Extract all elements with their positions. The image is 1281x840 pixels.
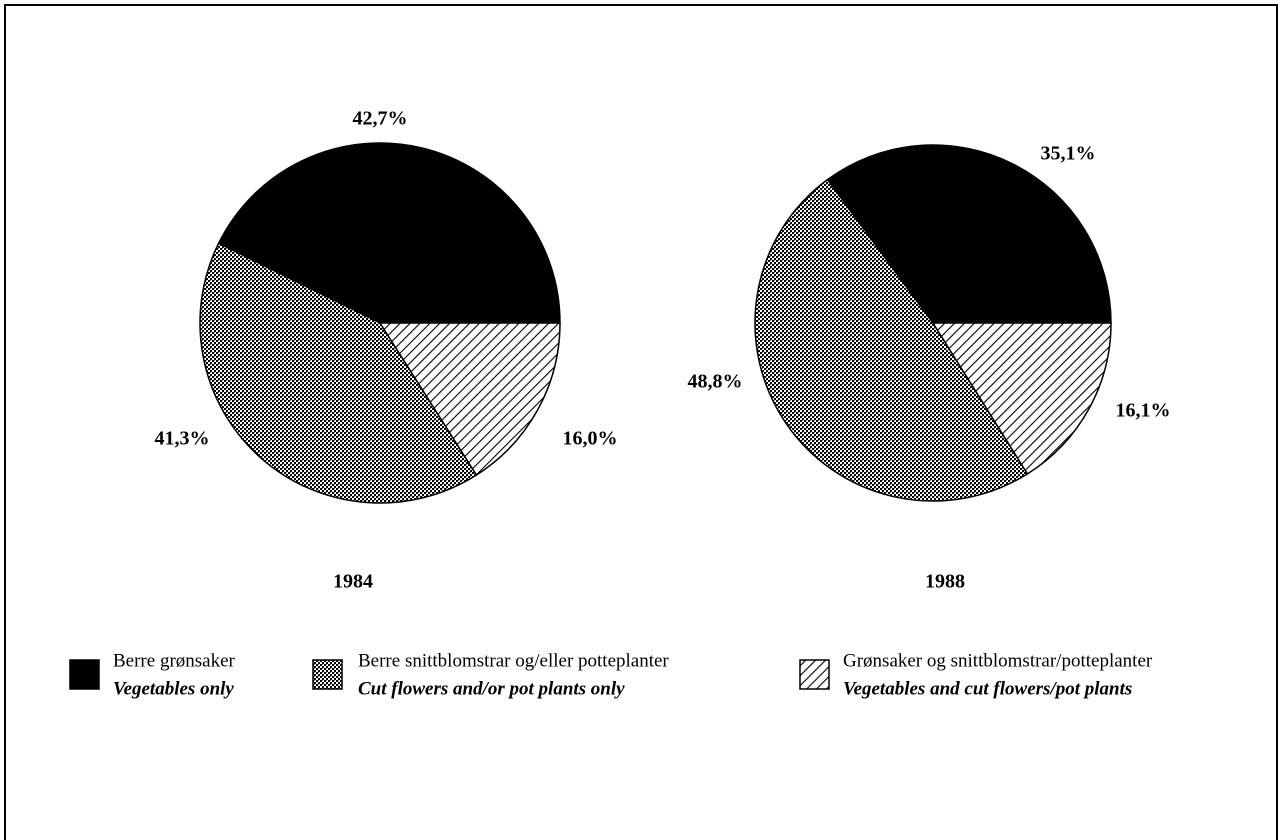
legend-translation: Cut flowers and/or pot plants only [358,678,625,699]
legend-label: Grønsaker og snittblomstrar/potteplanter [843,650,1153,671]
slice-label: 16,0% [563,428,618,450]
legend-label: Berre snittblomstrar og/eller potteplant… [358,650,669,671]
pie-slice [931,322,1112,475]
pie-slice [217,142,561,324]
frame [4,4,1278,840]
legend-label: Berre grønsaker [113,650,236,671]
pie-title: 1988 [925,571,965,593]
slice-label: 35,1% [1041,143,1096,165]
legend-translation: Vegetables and cut flowers/pot plants [843,678,1132,699]
pie-title: 1984 [333,571,373,593]
legend-translation: Vegetables only [113,678,234,699]
slice-label: 16,1% [1116,400,1171,422]
slice-label: 41,3% [155,428,210,450]
legend-swatch [69,659,100,690]
pie-slice [826,144,1112,324]
slice-label: 42,7% [353,108,408,130]
slice-label: 48,8% [688,371,743,393]
legend-swatch [799,659,830,690]
pie-slice [378,322,561,477]
pie-slice [199,242,478,504]
pie-slice [754,178,1029,502]
legend-swatch [312,659,343,690]
